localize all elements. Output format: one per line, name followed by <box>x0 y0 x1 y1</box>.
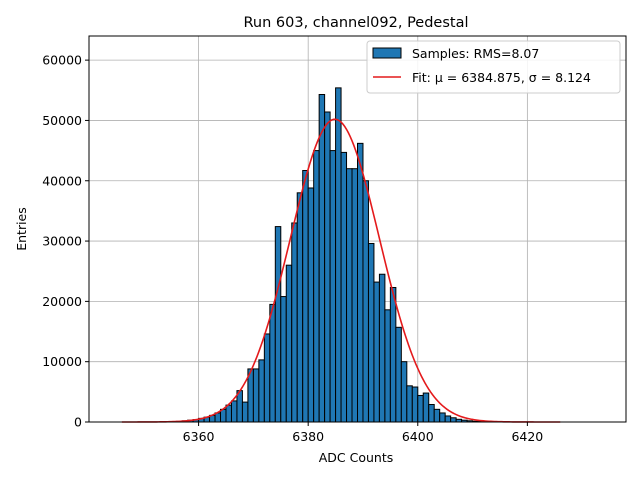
histogram-bar <box>384 309 391 423</box>
histogram-bar <box>241 401 249 423</box>
histogram-bar <box>362 180 369 423</box>
histogram-bar <box>395 326 402 423</box>
histogram-bar <box>346 168 353 423</box>
y-tick-labels: 0 10000 20000 30000 40000 50000 60000 <box>42 53 89 430</box>
x-tick-label: 6380 <box>292 429 324 444</box>
plot-frame <box>88 35 627 423</box>
histogram-bar <box>400 361 408 423</box>
histogram-bar <box>406 385 413 423</box>
histogram-bar <box>307 187 315 423</box>
y-tick-label: 50000 <box>42 113 82 128</box>
histogram-bar <box>351 168 359 423</box>
histogram-bar <box>274 226 282 423</box>
histogram-bar <box>252 368 260 423</box>
histogram-bar <box>318 94 326 423</box>
histogram-bar <box>302 169 309 423</box>
y-tick-label: 40000 <box>42 173 82 188</box>
histogram-bar <box>444 415 452 423</box>
histogram-bar <box>378 273 386 423</box>
histogram-bar <box>450 417 457 423</box>
histogram-bar <box>296 192 304 423</box>
histogram-bar <box>285 264 293 423</box>
histogram-bar <box>428 404 435 423</box>
histogram-bar <box>357 142 364 423</box>
histogram-bar <box>324 111 331 423</box>
chart-title: Run 603, channel092, Pedestal <box>243 15 468 31</box>
histogram-bar <box>373 281 380 423</box>
y-tick-label: 60000 <box>42 53 82 68</box>
histogram-bar <box>280 296 287 423</box>
histogram-bar <box>389 287 397 423</box>
histogram-bar <box>340 151 348 423</box>
histogram-bar <box>258 359 265 423</box>
legend: Samples: RMS=8.07 Fit: μ = 6384.875, σ =… <box>366 40 621 94</box>
histogram-bar <box>417 394 424 423</box>
legend-box <box>366 40 621 94</box>
legend-fit-label: Fit: μ = 6384.875, σ = 8.124 <box>412 70 591 85</box>
y-axis-label: Entries <box>14 207 29 251</box>
x-tick-label: 6400 <box>402 429 434 444</box>
histogram-bar <box>335 87 342 423</box>
x-tick-label: 6360 <box>183 429 215 444</box>
histogram-bar <box>291 222 298 423</box>
histogram-bar <box>439 412 446 423</box>
x-tick-labels: 6360 6380 6400 6420 <box>183 422 543 444</box>
y-tick-label: 30000 <box>42 234 82 249</box>
histogram-bar <box>313 150 320 423</box>
histogram-bar <box>367 242 375 423</box>
histogram-bar <box>422 392 430 423</box>
histogram-bars <box>176 87 512 423</box>
y-tick-label: 0 <box>74 415 82 430</box>
y-tick-label: 20000 <box>42 294 82 309</box>
histogram-bar <box>269 303 276 423</box>
histogram-bar <box>230 400 238 423</box>
histogram-bar <box>411 386 419 423</box>
legend-samples-label: Samples: RMS=8.07 <box>412 46 539 61</box>
histogram-bar <box>433 408 441 423</box>
x-axis-label: ADC Counts <box>319 450 394 465</box>
histogram-bar <box>225 404 232 423</box>
y-tick-label: 10000 <box>42 354 82 369</box>
histogram-bar <box>236 390 243 423</box>
histogram-bar <box>329 150 337 423</box>
legend-samples-swatch <box>372 47 402 59</box>
gaussian-fit-line <box>121 118 561 423</box>
x-tick-label: 6420 <box>511 429 543 444</box>
histogram-bar <box>263 333 271 423</box>
